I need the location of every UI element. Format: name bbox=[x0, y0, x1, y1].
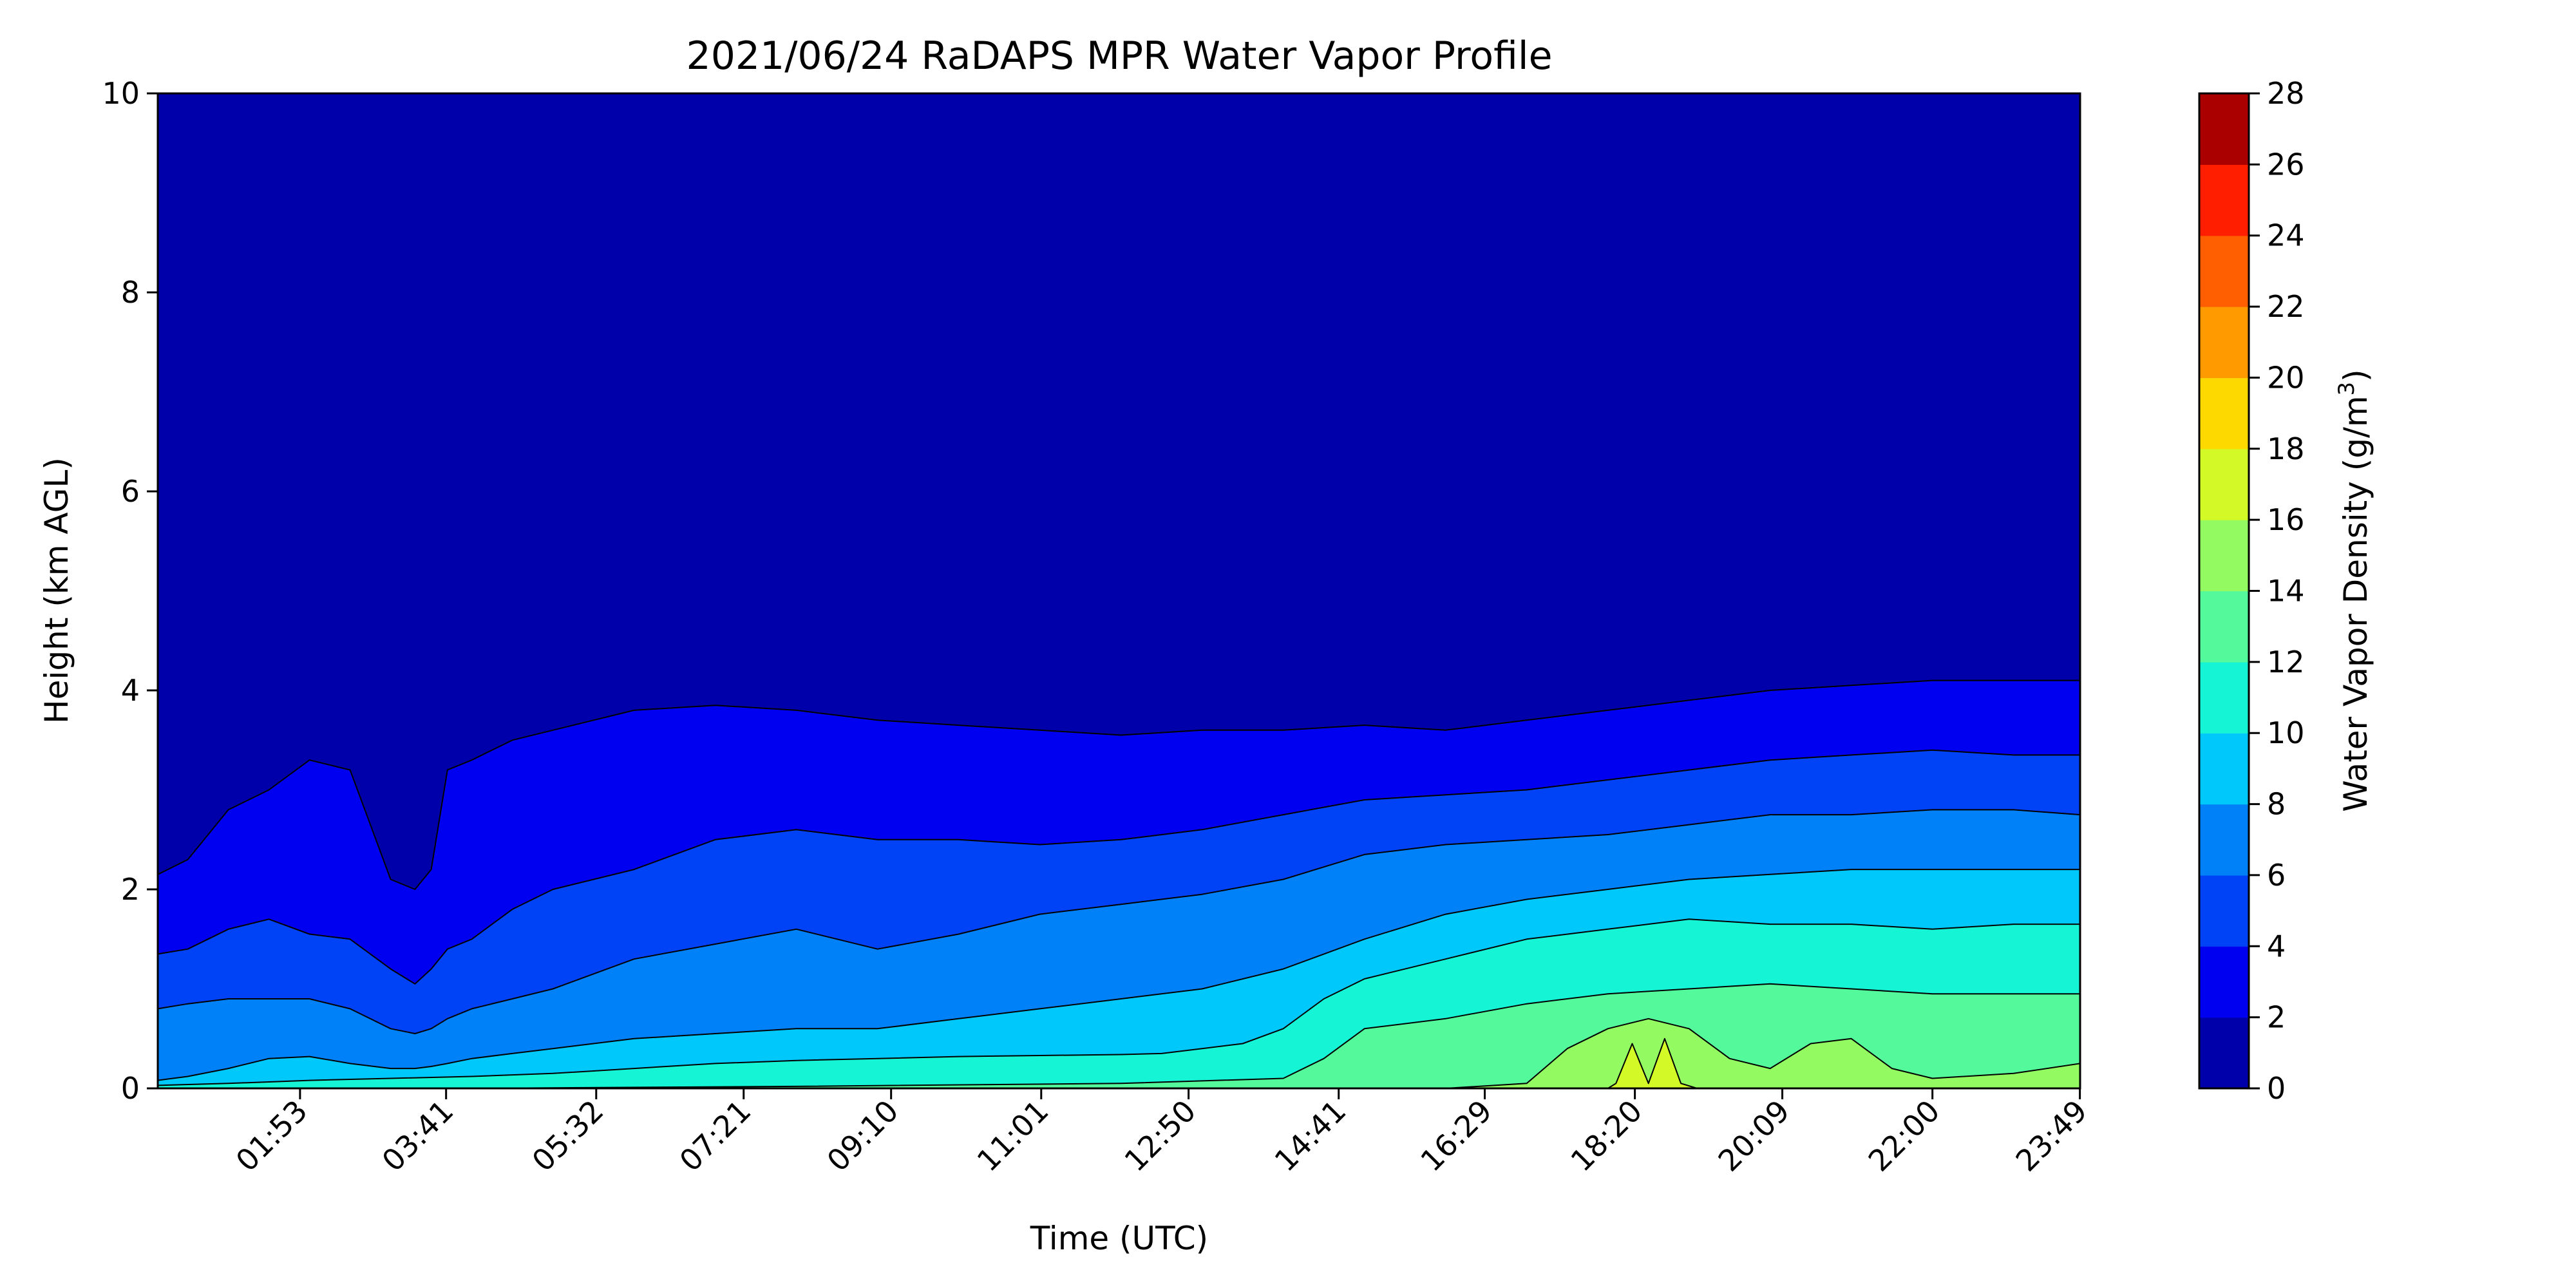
colorbar-tick-label-0: 0 bbox=[2267, 1071, 2286, 1106]
contour-fill-band-6 bbox=[158, 1018, 2080, 1088]
colorbar-tick-label-5: 10 bbox=[2267, 715, 2305, 750]
x-axis: 01:53 03:41 05:32 07:21 09:10 11:01 12:50 14:41… bbox=[229, 1088, 2094, 1179]
colorbar-segment-4 bbox=[2199, 733, 2249, 805]
colorbar-label: Water Vapor Density (g/m3) bbox=[2334, 369, 2374, 811]
x-tick-label-8: 16:29 bbox=[1414, 1094, 1499, 1179]
colorbar-segment-7 bbox=[2199, 520, 2249, 592]
colorbar-tick-label-12: 24 bbox=[2267, 218, 2305, 253]
colorbar-segment-10 bbox=[2199, 307, 2249, 379]
colorbar-tick-label-8: 16 bbox=[2267, 502, 2305, 537]
y-tick-label-2: 4 bbox=[121, 673, 140, 708]
colorbar-label-close: ) bbox=[2337, 369, 2374, 382]
plot-frame bbox=[156, 92, 2081, 1090]
contour-lines bbox=[158, 679, 2080, 1088]
colorbar-label-superscript: 3 bbox=[2334, 382, 2360, 396]
colorbar-tick-label-3: 6 bbox=[2267, 858, 2286, 893]
y-axis-label: Height (km AGL) bbox=[38, 457, 75, 724]
chart-title: 2021/06/24 RaDAPS MPR Water Vapor Profil… bbox=[687, 33, 1553, 79]
colorbar-segment-13 bbox=[2199, 93, 2249, 165]
colorbar-segment-1 bbox=[2199, 946, 2249, 1018]
colorbar-segment-11 bbox=[2199, 235, 2249, 307]
x-tick-label-1: 03:41 bbox=[375, 1094, 460, 1179]
contour-line-4 bbox=[158, 918, 2080, 1086]
colorbar-segment-6 bbox=[2199, 591, 2249, 663]
x-tick-label-6: 12:50 bbox=[1117, 1094, 1202, 1179]
contour-line-1 bbox=[158, 749, 2080, 985]
x-tick-label-12: 23:49 bbox=[2009, 1094, 2094, 1179]
colorbar-tick-label-1: 2 bbox=[2267, 1000, 2286, 1035]
colorbar-tick-label-2: 4 bbox=[2267, 929, 2286, 963]
colorbar-segment-12 bbox=[2199, 164, 2249, 236]
x-axis-label: Time (UTC) bbox=[1030, 1220, 1208, 1257]
colorbar-tick-label-4: 8 bbox=[2267, 787, 2286, 822]
colorbar-segment-5 bbox=[2199, 661, 2249, 734]
colorbar-label-text: Water Vapor Density (g/m bbox=[2337, 395, 2374, 811]
x-tick-label-2: 05:32 bbox=[526, 1094, 611, 1179]
x-tick-label-9: 18:20 bbox=[1564, 1094, 1649, 1179]
contour-line-7 bbox=[158, 1037, 2080, 1088]
contour-line-3 bbox=[158, 869, 2080, 1081]
colorbar-segments bbox=[2199, 93, 2249, 1089]
colorbar-tick-label-10: 20 bbox=[2267, 360, 2305, 395]
colorbar-tick-label-7: 14 bbox=[2267, 574, 2305, 609]
contour-line-2 bbox=[158, 809, 2080, 1034]
x-tick-label-4: 09:10 bbox=[820, 1094, 905, 1179]
colorbar-segment-8 bbox=[2199, 448, 2249, 520]
y-tick-label-5: 10 bbox=[102, 76, 140, 111]
x-tick-label-5: 11:01 bbox=[971, 1094, 1056, 1179]
colorbar-segment-0 bbox=[2199, 1017, 2249, 1089]
x-tick-label-3: 07:21 bbox=[673, 1094, 758, 1179]
colorbar-segment-3 bbox=[2199, 804, 2249, 876]
colorbar-segment-9 bbox=[2199, 377, 2249, 450]
y-tick-label-0: 0 bbox=[121, 1071, 140, 1106]
colorbar-tick-label-6: 12 bbox=[2267, 645, 2305, 679]
contour-line-0 bbox=[158, 679, 2080, 890]
x-tick-label-11: 22:00 bbox=[1862, 1094, 1947, 1179]
y-tick-label-1: 2 bbox=[121, 872, 140, 907]
x-tick-label-10: 20:09 bbox=[1711, 1094, 1796, 1179]
colorbar-segment-2 bbox=[2199, 875, 2249, 947]
contour-line-5 bbox=[158, 983, 2080, 1088]
x-tick-label-0: 01:53 bbox=[229, 1094, 314, 1179]
y-tick-label-4: 8 bbox=[121, 275, 140, 310]
contour-line-6 bbox=[158, 1018, 2080, 1088]
y-tick-label-3: 6 bbox=[121, 474, 140, 509]
colorbar-tick-label-13: 26 bbox=[2267, 147, 2305, 182]
colorbar-tick-label-14: 28 bbox=[2267, 76, 2305, 111]
plot-area bbox=[158, 93, 2080, 1088]
colorbar-tick-label-11: 22 bbox=[2267, 289, 2305, 324]
colorbar-tick-label-9: 18 bbox=[2267, 431, 2305, 466]
y-axis: 0 2 4 6 8 10 bbox=[102, 76, 158, 1106]
x-tick-label-7: 14:41 bbox=[1268, 1094, 1353, 1179]
